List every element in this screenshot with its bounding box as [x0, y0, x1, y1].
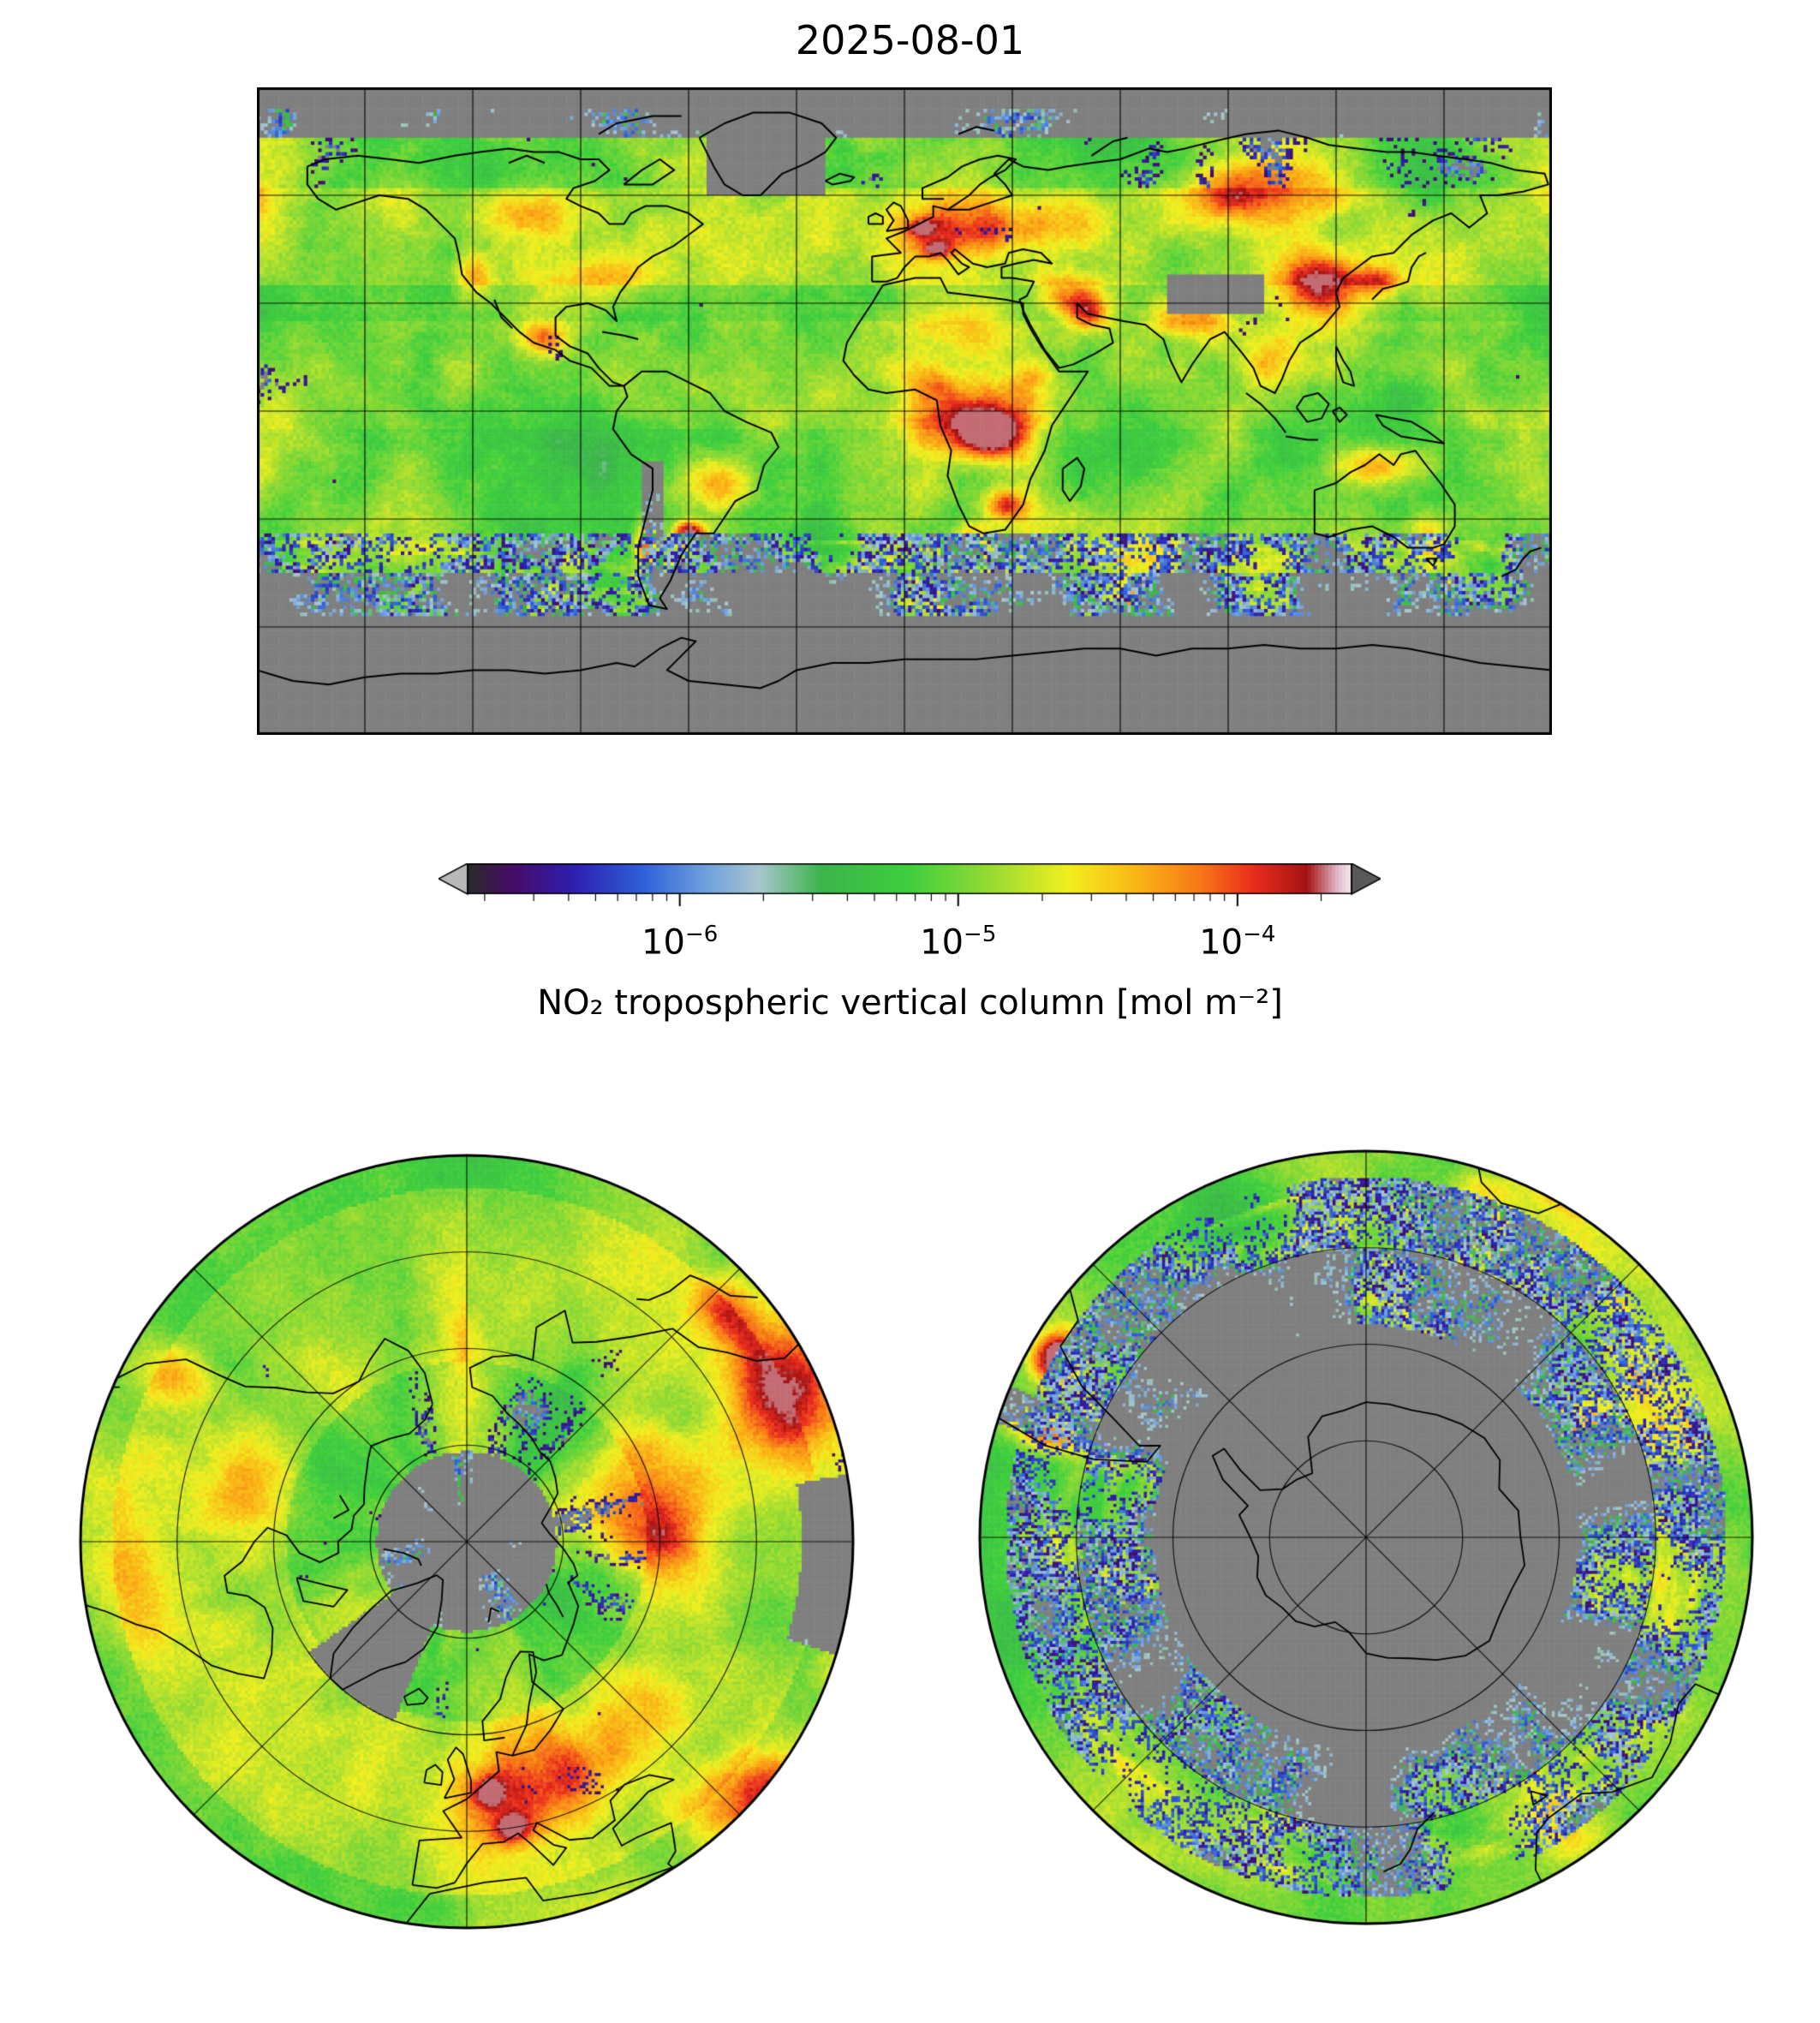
colorbar-tick-label: 10−4: [1199, 922, 1276, 963]
south-polar-map-canvas: [976, 1148, 1756, 1927]
colorbar-axis-label: NO₂ tropospheric vertical column [mol m⁻…: [537, 983, 1283, 1023]
colorbar-tick-label: 10−6: [641, 922, 719, 963]
colorbar: [439, 863, 1381, 923]
global-map-panel: [257, 87, 1552, 735]
colorbar-tick-label: 10−5: [920, 922, 997, 963]
north-polar-map-canvas: [77, 1152, 856, 1931]
global-map-canvas: [257, 87, 1552, 735]
colorbar-canvas: [439, 863, 1381, 923]
south-polar-panel: [976, 1148, 1756, 1927]
north-polar-panel: [77, 1152, 856, 1931]
figure-title: 2025-08-01: [795, 17, 1025, 63]
